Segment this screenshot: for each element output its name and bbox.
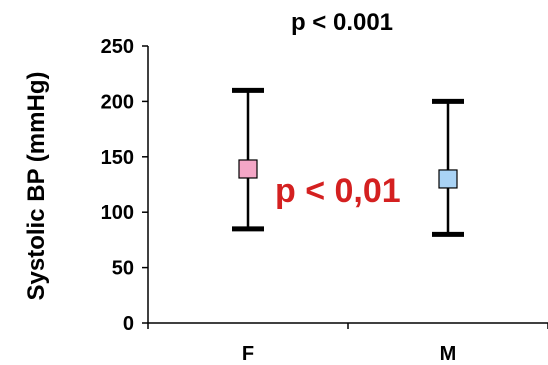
y-tick-label: 250 <box>101 36 134 58</box>
x-category-label: F <box>242 343 254 365</box>
y-tick-label: 100 <box>101 202 134 224</box>
data-marks <box>232 87 464 237</box>
x-category-label: M <box>440 343 457 365</box>
mean-marker-F <box>238 159 258 179</box>
axes: 0 50 100 150 200 250 F M <box>101 36 548 365</box>
y-axis-label: Systolic BP (mmHg) <box>23 72 50 301</box>
chart-title: p < 0.001 <box>291 9 393 36</box>
significance-annotation: p < 0,01 <box>275 172 401 210</box>
y-tick-label: 200 <box>101 91 134 113</box>
y-tick-label: 150 <box>101 147 134 169</box>
y-tick-label: 50 <box>112 258 134 280</box>
y-tick-label: 0 <box>123 313 134 335</box>
mean-marker-M <box>438 169 458 189</box>
